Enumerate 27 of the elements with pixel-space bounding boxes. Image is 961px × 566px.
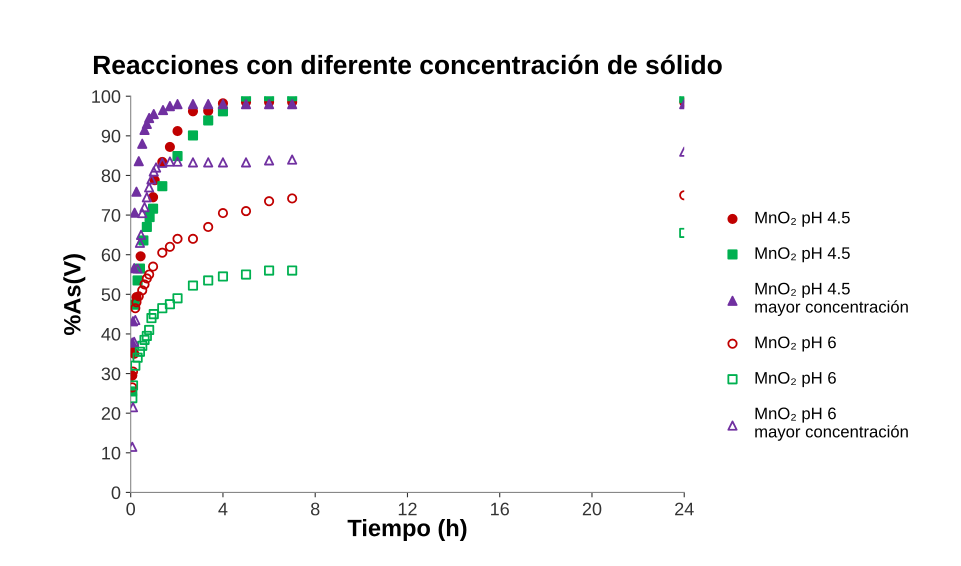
y-tick-label: 100 xyxy=(92,90,120,103)
y-tick-label: 80 xyxy=(102,169,120,182)
legend-label: MnO₂ pH 6 xyxy=(756,336,836,352)
y-tick-label: 10 xyxy=(102,446,120,460)
legend-label: MnO₂ pH 4.5 mayor concentración xyxy=(755,282,908,316)
y-tick-label: 70 xyxy=(102,209,120,222)
y-tick-label: 0 xyxy=(112,486,120,500)
x-tick-label: 24 xyxy=(675,502,694,516)
y-axis-title: %As(V) xyxy=(63,254,86,336)
y-tick-label: 50 xyxy=(102,288,120,302)
x-tick-label: 4 xyxy=(218,502,228,516)
x-tick-label: 12 xyxy=(398,502,417,516)
chart-title: Reacciones con diferente concentración de sólido xyxy=(94,54,722,74)
y-tick-label: 60 xyxy=(102,248,120,262)
y-tick-label: 40 xyxy=(101,328,120,341)
legend-label: MnO₂ pH 4.5 xyxy=(756,212,850,227)
legend-label: MnO₂ pH 6 mayor concentración xyxy=(755,408,908,441)
x-tick-label: 0 xyxy=(126,502,136,516)
legend-label: MnO₂ pH 6 xyxy=(756,372,836,388)
y-tick-label: 30 xyxy=(102,367,120,380)
x-axis-title: Tiempo (h) xyxy=(348,518,466,541)
x-tick-label: 8 xyxy=(310,502,320,516)
y-tick-label: 90 xyxy=(102,130,120,143)
legend-label: MnO₂ pH 4.5 xyxy=(756,247,850,262)
x-tick-label: 20 xyxy=(582,502,602,516)
y-tick-label: 20 xyxy=(102,407,120,420)
x-tick-label: 16 xyxy=(491,502,509,516)
